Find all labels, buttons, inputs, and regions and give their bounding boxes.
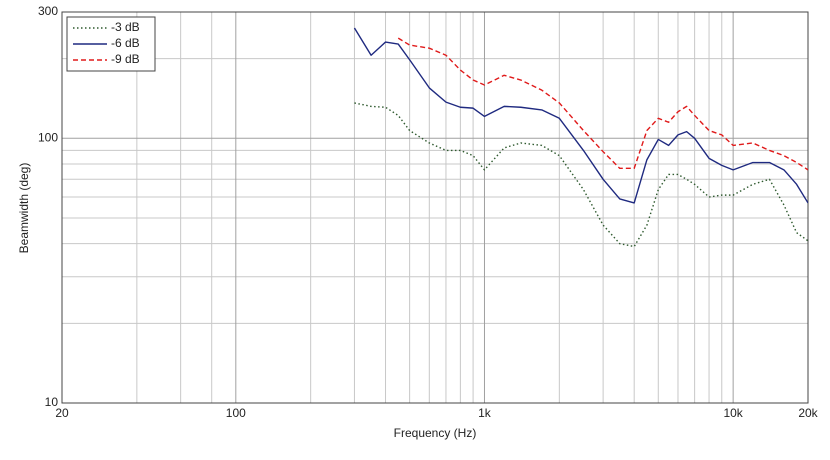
x-tick-label: 20: [55, 406, 69, 420]
x-tick-label: 10k: [723, 406, 743, 420]
x-tick-label: 1k: [478, 406, 492, 420]
y-axis-label: Beamwidth (deg): [17, 163, 31, 254]
x-tick-label: 100: [226, 406, 246, 420]
data-line: [353, 27, 808, 204]
y-tick-label: 300: [38, 4, 58, 18]
data-line: [397, 37, 808, 171]
legend-label: -6 dB: [111, 36, 140, 50]
legend-label: -9 dB: [111, 52, 140, 66]
x-tick-label: 20k: [798, 406, 818, 420]
plot-frame: [61, 11, 809, 404]
y-tick-label: 100: [38, 130, 58, 144]
y-tick-label: 10: [45, 395, 59, 409]
x-axis-label: Frequency (Hz): [394, 426, 477, 440]
data-line: [354, 102, 808, 248]
legend-label: -3 dB: [111, 20, 140, 34]
